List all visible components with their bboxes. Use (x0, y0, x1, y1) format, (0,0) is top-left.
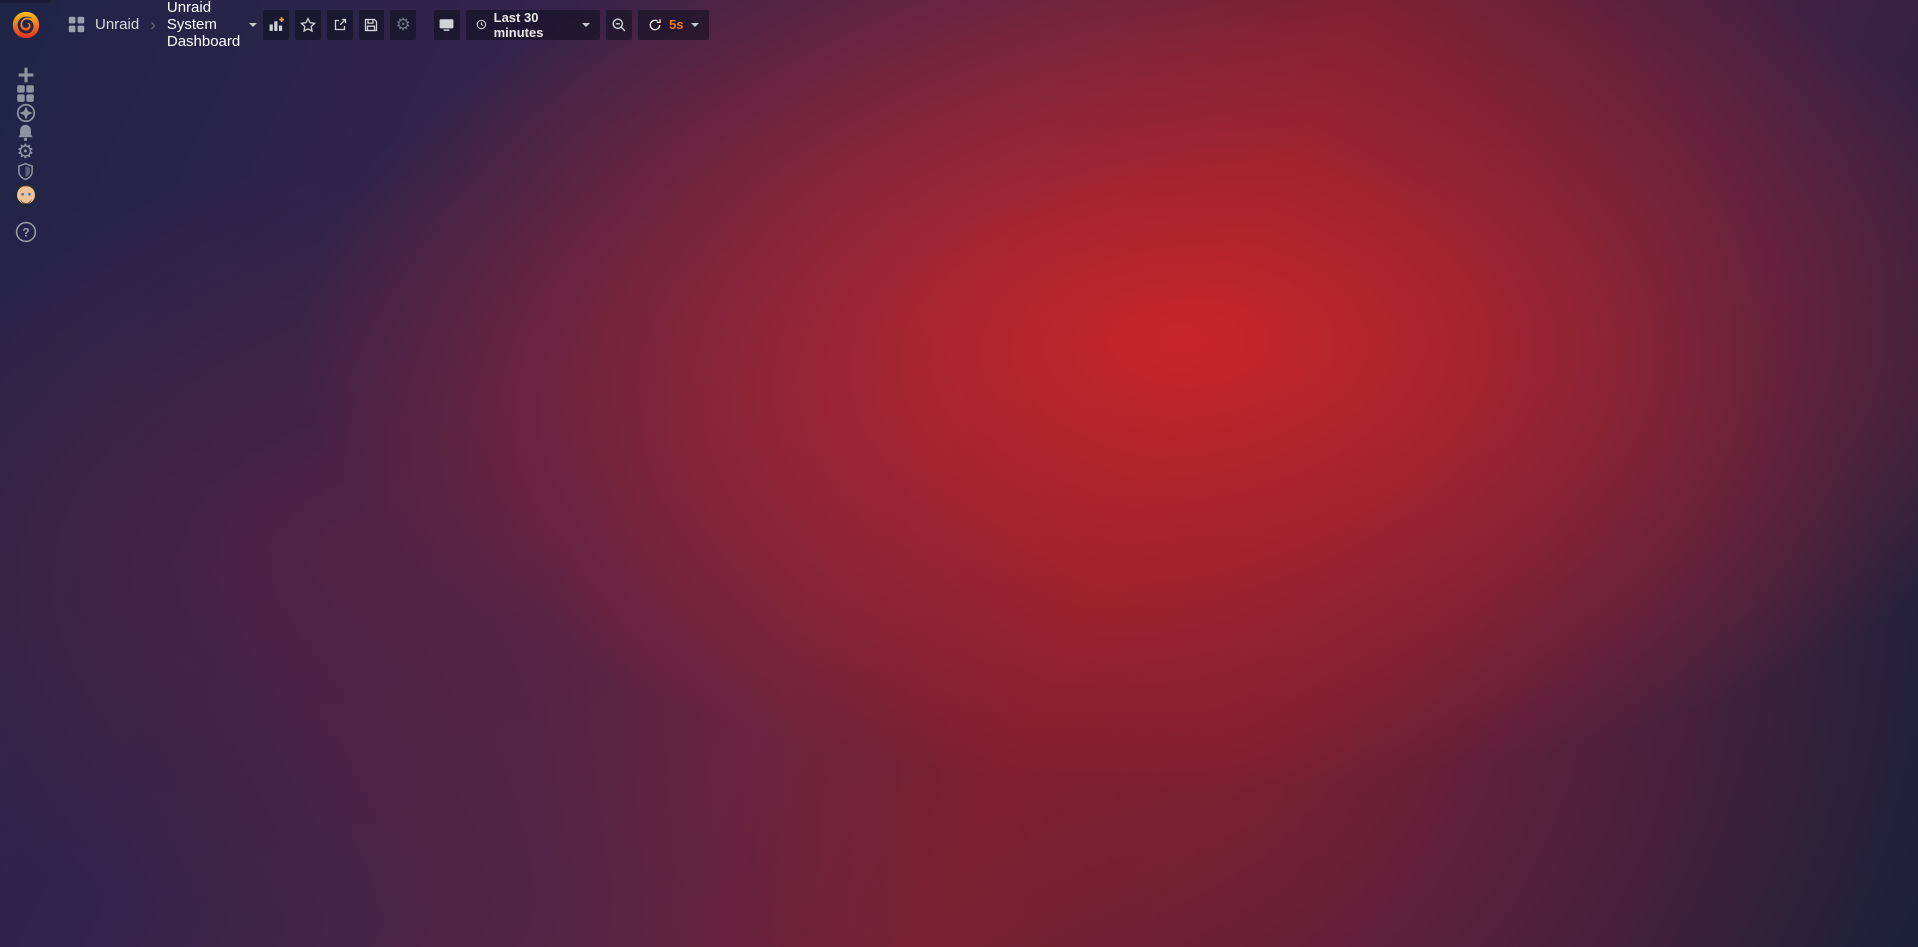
grafana-logo-icon[interactable] (0, 10, 51, 40)
refresh-interval-label: 5s (669, 17, 684, 32)
create-icon[interactable] (0, 66, 51, 84)
star-button[interactable] (295, 9, 321, 40)
share-button[interactable] (326, 9, 353, 40)
dashboard-settings-button[interactable]: ⚙ (390, 9, 417, 40)
breadcrumb: Unraid › Unraid System Dashboard (67, 0, 258, 50)
time-range-label: Last 30 minutes (493, 9, 544, 40)
zoom-out-button[interactable] (606, 9, 633, 40)
add-panel-button[interactable] (263, 9, 289, 40)
sidebar: ⚙ ? (0, 0, 51, 243)
save-button[interactable] (358, 9, 385, 40)
dashboards-icon[interactable] (0, 84, 51, 103)
user-avatar[interactable] (0, 181, 51, 209)
help-icon[interactable]: ? (0, 221, 51, 243)
refresh-caret-icon (690, 22, 699, 27)
refresh-picker[interactable]: 5s (638, 9, 709, 40)
dashboard-dropdown-caret-icon[interactable] (249, 22, 258, 27)
alerting-bell-icon[interactable] (0, 123, 51, 142)
nav-toolbar: ⚙ Last 30 minutes 5s (257, 9, 709, 40)
grafana-dashboard: ⚙ ? Unraid › (0, 0, 709, 243)
time-range-caret-icon (582, 22, 591, 27)
explore-icon[interactable] (0, 103, 51, 123)
cycle-view-tv-button[interactable] (434, 9, 460, 40)
top-nav: Unraid › Unraid System Dashboard (51, 0, 709, 50)
breadcrumb-app[interactable]: Unraid (95, 16, 140, 33)
configuration-gear-icon[interactable]: ⚙ (16, 141, 35, 163)
breadcrumb-separator-icon: › (150, 14, 156, 34)
time-range-picker[interactable]: Last 30 minutes (465, 9, 601, 40)
server-admin-shield-icon[interactable] (0, 162, 51, 181)
breadcrumb-page[interactable]: Unraid System Dashboard (166, 0, 241, 50)
apps-grid-icon[interactable] (67, 15, 86, 34)
svg-text:?: ? (22, 225, 29, 239)
